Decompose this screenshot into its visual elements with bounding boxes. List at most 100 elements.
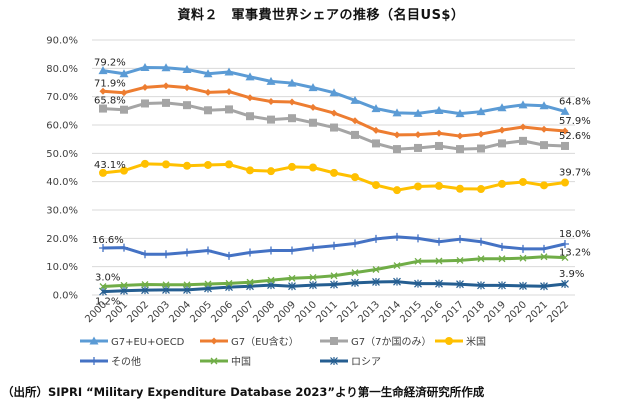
data-point [246,94,254,102]
data-point [330,123,338,132]
data-point [141,159,149,168]
legend-label: G7（7か国のみ） [351,336,431,348]
y-tick-label: 10.0% [46,262,78,273]
data-point [330,280,338,289]
data-point [141,250,149,259]
series-2 [99,82,569,140]
data-point [414,182,422,191]
data-point [99,283,107,290]
data-point [330,357,338,365]
legend-label: 米国 [466,335,486,348]
data-point [330,241,338,250]
data-point [393,186,401,195]
x-tick-label: 2021 [524,299,550,325]
x-tick-label: 2019 [482,299,508,325]
line-chart: 0.0% 10.0% 20.0% 30.0% 40.0% 50.0% 60.0% 70.0% 8… [46,36,591,369]
data-point [414,279,422,288]
data-point [372,277,380,286]
data-label-last: 3.9% [559,269,584,280]
data-point [288,98,296,106]
series-3 [99,98,569,154]
data-point [120,105,128,114]
data-point [351,269,359,277]
data-point [498,242,506,251]
data-label-first: 79.2% [94,58,126,69]
data-point [445,337,453,345]
data-point [309,281,317,290]
data-point [309,273,317,281]
data-point [456,256,464,264]
data-point [351,130,359,139]
data-point [225,251,233,260]
data-point [288,162,296,171]
data-point [561,178,569,187]
data-point [204,246,212,255]
data-point [246,166,254,175]
data-point [161,63,171,72]
data-point [539,101,549,110]
data-label-last: 57.9% [559,116,591,127]
data-point [561,254,569,262]
data-point [372,139,380,148]
data-point [99,104,107,113]
data-point [456,235,464,244]
data-point [372,126,380,134]
data-point [288,114,296,123]
x-tick-label: 2015 [398,299,424,325]
data-point [141,286,149,295]
legend-item: 米国 [435,335,486,348]
data-point [393,232,401,241]
data-point [414,131,422,139]
data-point [267,115,275,124]
legend-label: ロシア [351,357,381,368]
y-tick-label: 80.0% [46,64,78,75]
data-label-first: 1.2% [95,297,120,308]
data-point [120,166,128,175]
series-6 [99,253,569,290]
data-label-last: 64.8% [559,96,591,107]
legend-label: G7（EU含む） [231,335,299,348]
data-point [435,129,443,137]
data-point [267,167,275,176]
data-point [519,244,527,253]
x-tick-label: 2008 [251,299,277,325]
data-point [371,104,381,113]
data-point [456,132,464,140]
data-point [309,103,317,111]
data-point [540,282,548,291]
data-point [99,168,107,177]
data-point [393,145,401,154]
data-point [351,173,359,182]
data-point [519,177,527,186]
data-label-last: 52.6% [559,131,591,142]
data-point [288,274,296,282]
data-point [561,127,569,135]
data-label-first: 71.9% [94,78,126,89]
data-point [182,64,192,73]
data-point [434,106,444,115]
data-point [330,168,338,177]
data-point [456,145,464,154]
data-point [210,357,218,365]
data-point [351,278,359,287]
data-point [498,179,506,188]
data-label-first: 16.6% [92,235,124,246]
data-point [435,181,443,190]
legend-item: ロシア [320,357,381,368]
data-point [477,255,485,263]
y-tick-label: 30.0% [46,206,78,217]
series-4 [99,159,569,195]
data-point [393,277,401,286]
y-tick-label: 0.0% [53,291,78,302]
data-point [477,281,485,290]
data-point [455,109,465,118]
x-axis-ticks: 2000200120022003200420052006200720082009… [83,299,571,325]
data-point [393,131,401,139]
x-tick-label: 2003 [146,299,172,325]
data-label-last: 13.2% [559,248,591,259]
data-point [204,280,212,288]
data-point [98,66,108,75]
data-point [435,237,443,246]
data-point [477,237,485,246]
data-point [203,69,213,78]
